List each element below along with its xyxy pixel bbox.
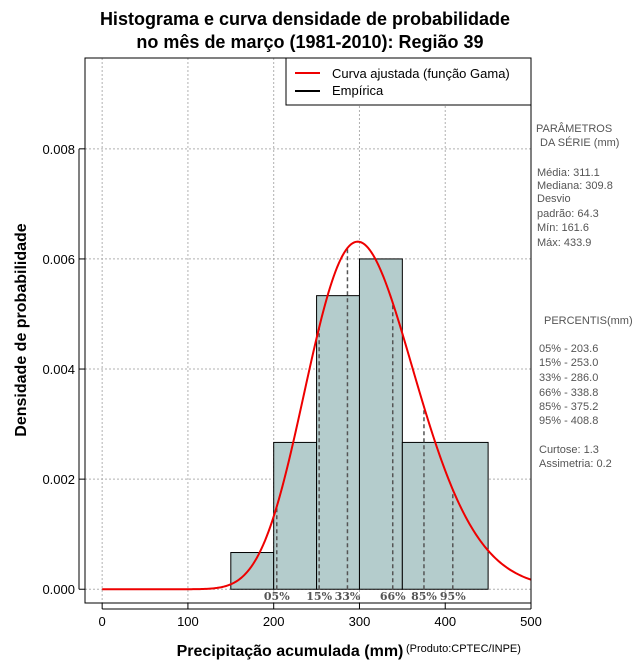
histogram-bar-4 bbox=[401, 441, 489, 590]
bars-layer bbox=[230, 258, 489, 590]
x-tick-label-4: 400 bbox=[434, 614, 456, 629]
chart-title-line-2: no mês de março (1981-2010): Região 39 bbox=[136, 32, 483, 52]
y-tick-label-1: 0.002 bbox=[42, 472, 75, 487]
stat-std-label: Desvio bbox=[537, 193, 571, 205]
stat-min: Mín: 161.6 bbox=[537, 222, 589, 234]
y-tick-label-3: 0.006 bbox=[42, 252, 75, 267]
stat-mean: Média: 311.1 bbox=[537, 167, 600, 179]
x-axis-label: Precipitação acumulada (mm) bbox=[177, 643, 404, 660]
x-tick-label-3: 300 bbox=[349, 614, 371, 629]
params-heading-1: PARÂMETROS bbox=[536, 122, 612, 135]
chart-title-line-1: Histograma e curva densidade de probabil… bbox=[100, 9, 510, 29]
legend: Curva ajustada (função Gama) Empírica bbox=[285, 57, 532, 106]
percentile-labels-layer: 05% 15% 33% 66% 85% 95% bbox=[264, 590, 466, 603]
y-tick-label-2: 0.004 bbox=[42, 362, 75, 377]
percentil-85: 85% - 375.2 bbox=[539, 401, 598, 413]
histogram-bar-0 bbox=[230, 552, 275, 590]
percentile-lines-layer bbox=[276, 247, 454, 590]
legend-label-empirical: Empírica bbox=[332, 83, 384, 98]
percentil-15: 15% - 253.0 bbox=[539, 357, 598, 369]
percentil-95: 95% - 408.8 bbox=[539, 415, 598, 427]
x-tick-label-5: 500 bbox=[520, 614, 542, 629]
percentile-label-4: 85% bbox=[411, 590, 437, 603]
stat-curtose: Curtose: 1.3 bbox=[539, 444, 599, 456]
histogram-bar-2 bbox=[316, 295, 360, 590]
percentis-heading: PERCENTIS(mm) bbox=[544, 315, 633, 327]
percentile-label-2: 33% bbox=[335, 590, 361, 603]
y-tick-label-4: 0.008 bbox=[42, 142, 75, 157]
gamma-curve bbox=[102, 240, 532, 591]
curve-layer bbox=[102, 240, 532, 591]
legend-label-curve: Curva ajustada (função Gama) bbox=[332, 66, 510, 81]
percentile-label-3: 66% bbox=[380, 590, 406, 603]
statistics-panel: PARÂMETROS DA SÉRIE (mm) Média: 311.1 Me… bbox=[536, 122, 633, 470]
legend-box bbox=[285, 57, 532, 106]
stat-max: Máx: 433.9 bbox=[537, 237, 591, 249]
percentile-label-1: 15% bbox=[306, 590, 332, 603]
y-axis-label: Densidade de probabilidade bbox=[13, 223, 30, 436]
x-tick-label-0: 0 bbox=[99, 614, 106, 629]
stat-median: Mediana: 309.8 bbox=[537, 180, 613, 192]
x-tick-label-2: 200 bbox=[263, 614, 285, 629]
params-heading-2: DA SÉRIE (mm) bbox=[540, 136, 619, 149]
axis-layer: 0 100 200 300 400 500 0.000 0.002 0.004 0.006 0.00… bbox=[42, 142, 541, 629]
credit-label: (Produto:CPTEC/INPE) bbox=[406, 643, 521, 655]
histogram-bar-3 bbox=[358, 258, 403, 590]
x-tick-label-1: 100 bbox=[177, 614, 199, 629]
percentil-66: 66% - 338.8 bbox=[539, 387, 598, 399]
percentile-label-0: 05% bbox=[264, 590, 290, 603]
stat-std: padrão: 64.3 bbox=[537, 208, 599, 220]
percentile-label-5: 95% bbox=[440, 590, 466, 603]
percentil-05: 05% - 203.6 bbox=[539, 343, 598, 355]
histogram-bar-1 bbox=[273, 441, 318, 590]
y-tick-label-0: 0.000 bbox=[42, 582, 75, 597]
stat-assimetria: Assimetria: 0.2 bbox=[539, 458, 612, 470]
percentil-33: 33% - 286.0 bbox=[539, 372, 598, 384]
